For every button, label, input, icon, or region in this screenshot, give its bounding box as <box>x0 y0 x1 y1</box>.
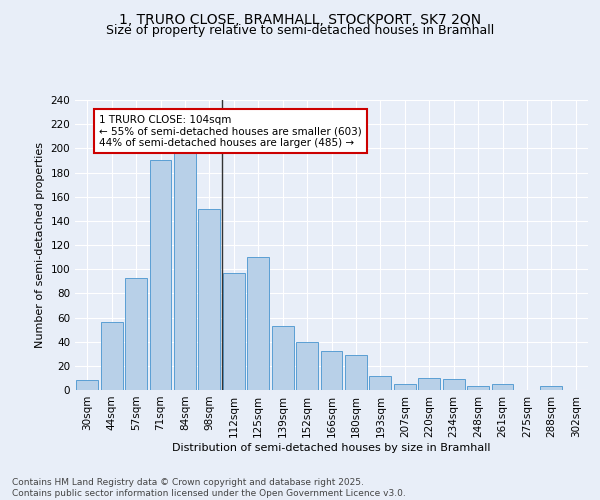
Bar <box>76 380 98 390</box>
X-axis label: Distribution of semi-detached houses by size in Bramhall: Distribution of semi-detached houses by … <box>172 442 491 452</box>
Text: 1 TRURO CLOSE: 104sqm
← 55% of semi-detached houses are smaller (603)
44% of sem: 1 TRURO CLOSE: 104sqm ← 55% of semi-deta… <box>100 114 362 148</box>
Bar <box>467 386 489 390</box>
Bar <box>370 376 391 390</box>
Bar <box>199 209 220 390</box>
Bar <box>394 384 416 390</box>
Bar <box>149 160 172 390</box>
Text: Contains HM Land Registry data © Crown copyright and database right 2025.
Contai: Contains HM Land Registry data © Crown c… <box>12 478 406 498</box>
Bar <box>272 326 293 390</box>
Bar <box>174 148 196 390</box>
Bar <box>125 278 147 390</box>
Bar <box>296 342 318 390</box>
Bar <box>101 322 122 390</box>
Bar <box>320 352 343 390</box>
Bar <box>541 386 562 390</box>
Text: Size of property relative to semi-detached houses in Bramhall: Size of property relative to semi-detach… <box>106 24 494 37</box>
Bar <box>223 273 245 390</box>
Y-axis label: Number of semi-detached properties: Number of semi-detached properties <box>35 142 45 348</box>
Bar <box>345 355 367 390</box>
Bar <box>418 378 440 390</box>
Text: 1, TRURO CLOSE, BRAMHALL, STOCKPORT, SK7 2QN: 1, TRURO CLOSE, BRAMHALL, STOCKPORT, SK7… <box>119 12 481 26</box>
Bar <box>491 384 514 390</box>
Bar <box>443 379 464 390</box>
Bar <box>247 257 269 390</box>
